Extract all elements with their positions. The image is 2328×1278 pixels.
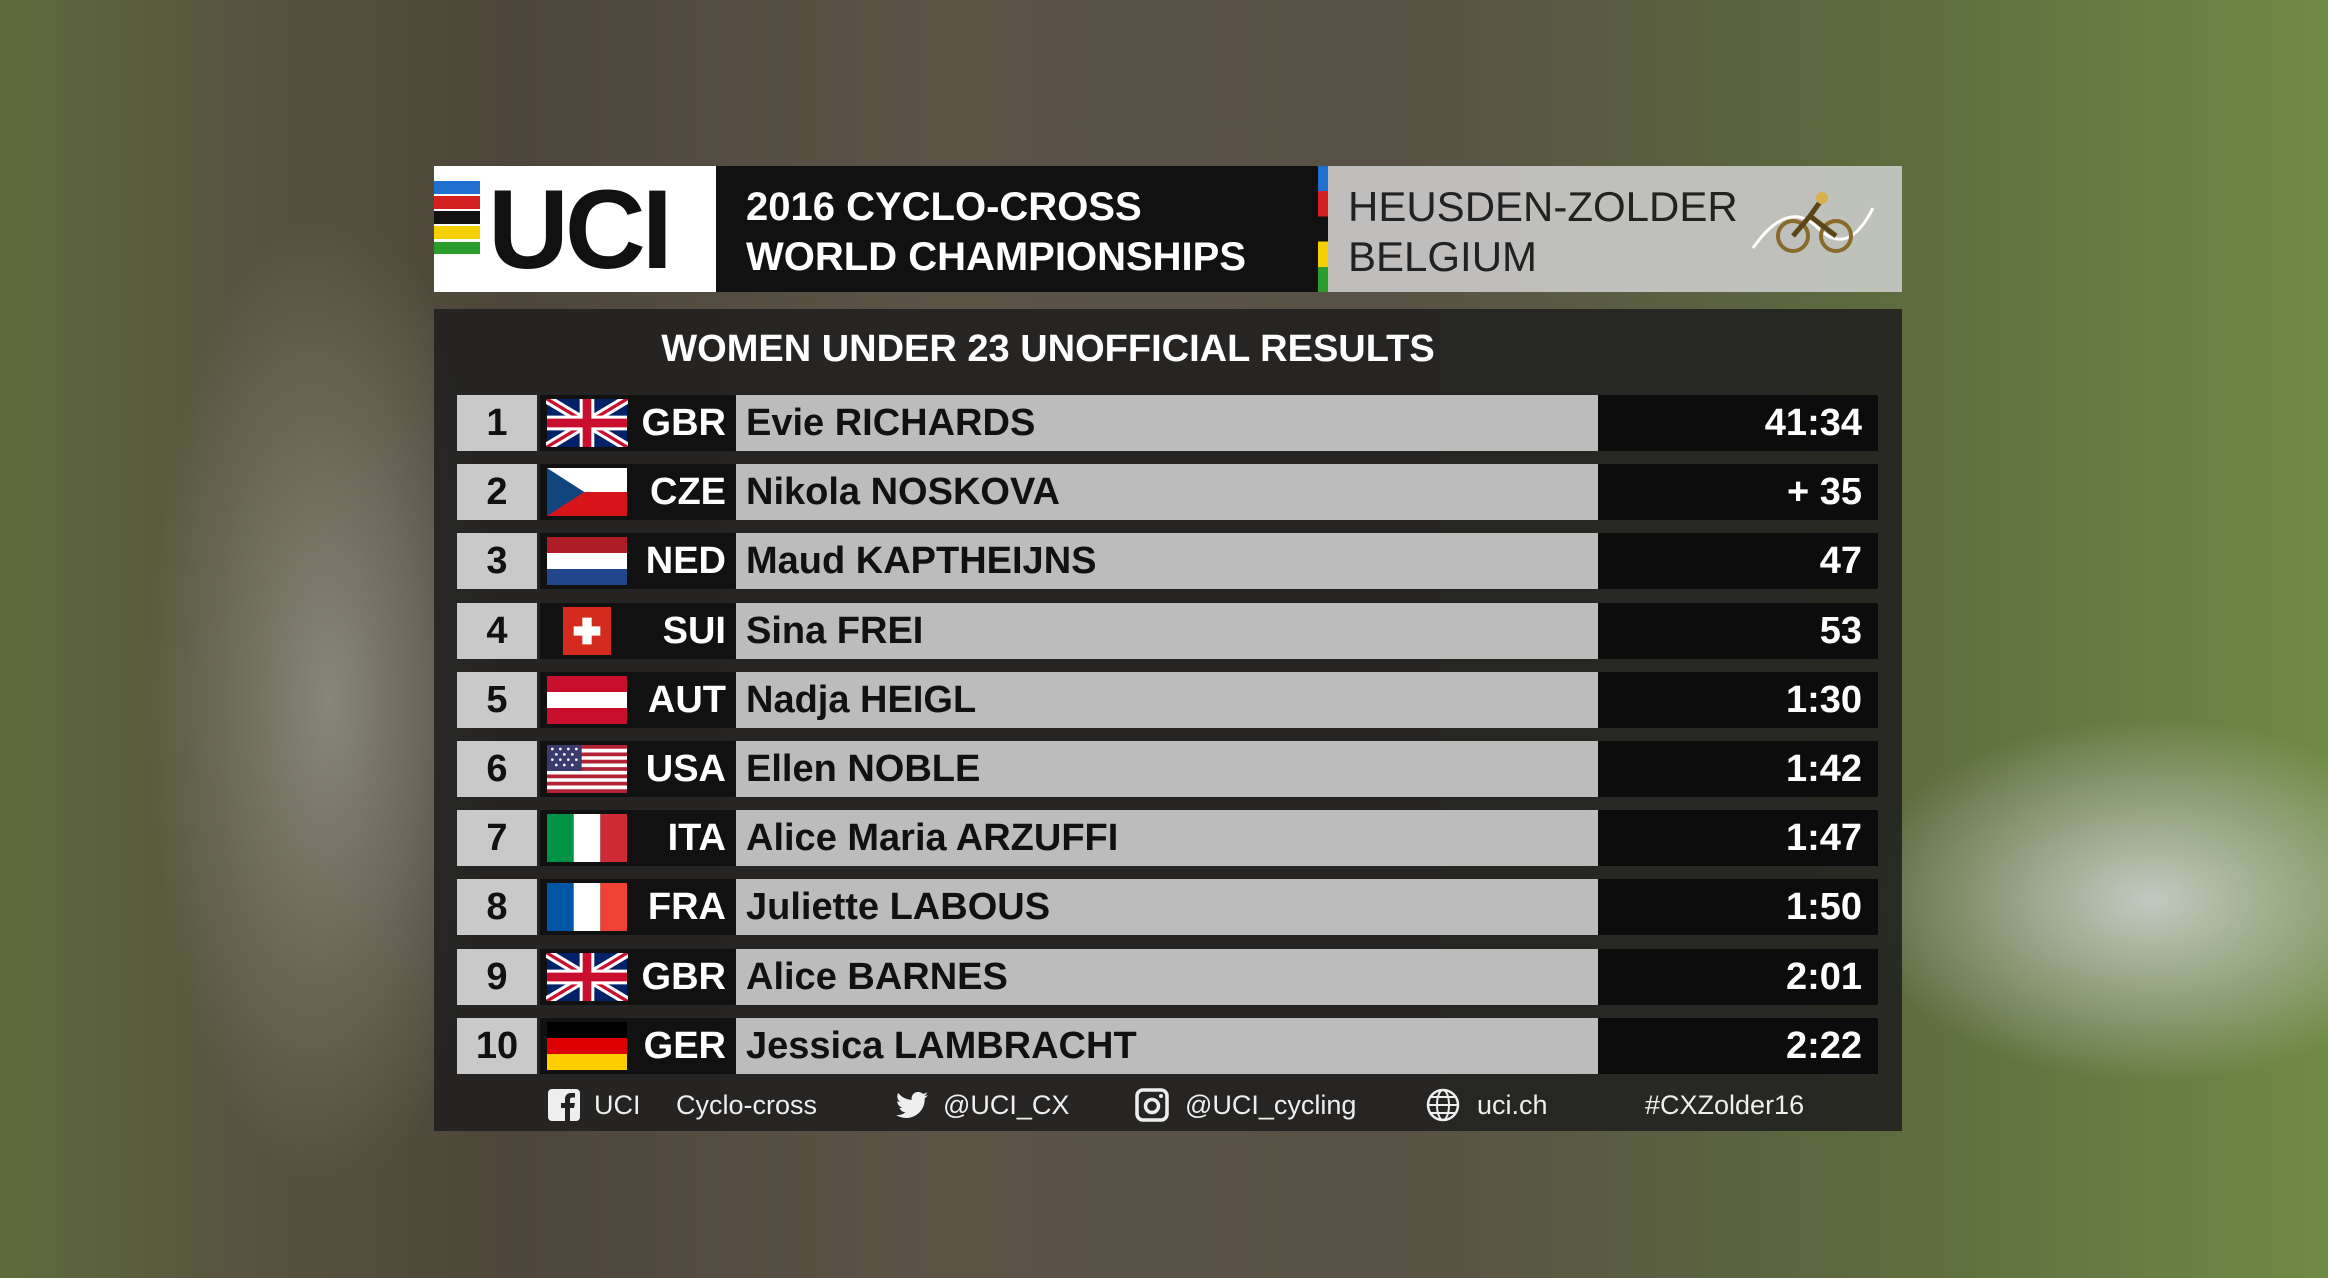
time: 53	[1598, 602, 1878, 659]
country-code: GBR	[641, 955, 726, 998]
rider-name: Ellen NOBLE	[736, 741, 1598, 797]
rider-name: Alice Maria ARZUFFI	[736, 810, 1598, 867]
instagram-icon	[1135, 1088, 1169, 1122]
time: 2:01	[1598, 948, 1878, 1005]
logo-text: UCI	[488, 167, 673, 292]
flag	[547, 537, 627, 586]
nation-cell: ITA	[540, 810, 736, 867]
nation-cell: USA	[540, 741, 736, 797]
time: 1:50	[1598, 879, 1878, 936]
rider-name: Alice BARNES	[736, 948, 1598, 1005]
time: 1:47	[1598, 810, 1878, 867]
footer-text: @UCI_CX	[943, 1090, 1070, 1120]
rank: 5	[457, 671, 537, 728]
footer-text: Cyclo-cross	[676, 1090, 818, 1120]
nation-cell: AUT	[540, 671, 736, 728]
uci-logo: UCI	[434, 166, 716, 292]
country-code: ITA	[667, 817, 726, 860]
location-line: HEUSDEN-ZOLDER	[1348, 183, 1738, 230]
twitter-icon	[896, 1091, 928, 1118]
location-line: BELGIUM	[1348, 233, 1538, 280]
footer-text: uci.ch	[1477, 1090, 1548, 1120]
time: 41:34	[1598, 395, 1878, 451]
time: 2:22	[1598, 1017, 1878, 1074]
time: + 35	[1598, 464, 1878, 521]
flag	[563, 606, 611, 655]
result-row: AUT 5 Nadja HEIGL 1:30	[457, 671, 1878, 728]
country-code: CZE	[650, 471, 726, 514]
nation-cell: FRA	[540, 879, 736, 936]
flag	[547, 468, 627, 517]
time: 1:42	[1598, 741, 1878, 797]
rank: 8	[457, 879, 537, 936]
rider-name: Nikola NOSKOVA	[736, 464, 1598, 521]
result-row: CZE 2 Nikola NOSKOVA + 35	[457, 464, 1878, 521]
result-row: SUI 4 Sina FREI 53	[457, 602, 1878, 659]
rank: 2	[457, 464, 537, 521]
flag	[546, 399, 628, 447]
rank: 4	[457, 602, 537, 659]
rider-name: Juliette LABOUS	[736, 879, 1598, 936]
country-code: AUT	[647, 678, 726, 721]
rider-name: Jessica LAMBRACHT	[736, 1017, 1598, 1074]
title-line: 2016 CYCLO-CROSS	[746, 185, 1142, 229]
country-code: GBR	[641, 402, 726, 444]
rank: 10	[457, 1017, 537, 1074]
flag	[547, 883, 627, 932]
flag	[547, 745, 627, 793]
time: 1:30	[1598, 671, 1878, 728]
rank: 7	[457, 810, 537, 867]
country-code: FRA	[647, 886, 726, 929]
nation-cell: GBR	[540, 395, 736, 451]
result-row: NED 3 Maud KAPTHEIJNS 47	[457, 533, 1878, 590]
nation-cell: CZE	[540, 464, 736, 521]
country-code: USA	[645, 748, 726, 790]
nation-cell: SUI	[540, 602, 736, 659]
flag	[546, 952, 628, 1001]
flag	[547, 1021, 627, 1070]
country-code: SUI	[662, 609, 726, 652]
nation-cell: GBR	[540, 948, 736, 1005]
rider-name: Maud KAPTHEIJNS	[736, 533, 1598, 590]
result-row: GER 10 Jessica LAMBRACHT 2:22	[457, 1017, 1878, 1074]
rider-name: Nadja HEIGL	[736, 671, 1598, 728]
event-title: 2016 CYCLO-CROSS WORLD CHAMPIONSHIPS	[716, 166, 1318, 292]
flag	[547, 814, 627, 863]
globe-icon	[1426, 1088, 1460, 1122]
time: 47	[1598, 533, 1878, 590]
country-code: GER	[643, 1024, 726, 1067]
rank: 9	[457, 948, 537, 1005]
footer-text: #CXZolder16	[1645, 1090, 1805, 1120]
footer-text: UCI	[594, 1090, 641, 1120]
cyclist-icon	[1751, 192, 1875, 253]
rider-name: Sina FREI	[736, 602, 1598, 659]
nation-cell: GER	[540, 1017, 736, 1074]
nation-cell: NED	[540, 533, 736, 590]
rank: 6	[457, 741, 537, 797]
result-row: USA 6 Ellen NOBLE 1:42	[457, 741, 1878, 797]
rank: 3	[457, 533, 537, 590]
flag	[547, 675, 627, 724]
location: HEUSDEN-ZOLDER BELGIUM	[1318, 166, 1902, 292]
result-row: FRA 8 Juliette LABOUS 1:50	[457, 879, 1878, 936]
rider-name: Evie RICHARDS	[736, 395, 1598, 451]
result-row: GBR 1 Evie RICHARDS 41:34	[457, 395, 1878, 451]
footer-text: @UCI_cycling	[1185, 1090, 1357, 1120]
country-code: NED	[645, 540, 726, 583]
title-line: WORLD CHAMPIONSHIPS	[746, 235, 1246, 279]
facebook-icon	[548, 1089, 580, 1121]
result-row: ITA 7 Alice Maria ARZUFFI 1:47	[457, 810, 1878, 867]
results-title: WOMEN UNDER 23 UNOFFICIAL RESULTS	[661, 328, 1435, 370]
result-row: GBR 9 Alice BARNES 2:01	[457, 948, 1878, 1005]
rank: 1	[457, 395, 537, 451]
